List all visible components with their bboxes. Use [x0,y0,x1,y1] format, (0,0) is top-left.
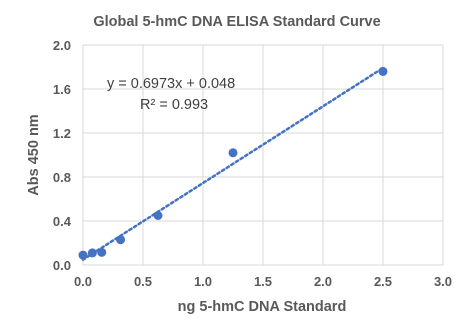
data-point [153,211,163,220]
x-tick-label: 2.5 [374,274,392,289]
r-squared-label: R² = 0.993 [140,97,208,113]
y-tick-label: 0.8 [53,170,71,185]
x-tick-label: 3.0 [434,274,452,289]
y-tick-label: 0.0 [53,258,71,273]
x-tick-label: 1.5 [254,274,272,289]
gridlines [82,44,444,266]
y-tick-label: 0.4 [53,214,72,229]
x-tick-label: 2.0 [314,274,332,289]
data-point [228,148,238,158]
tick-labels: 0.0 0.4 0.8 1.2 1.6 2.0 0.0 0.5 1.0 1.5 2.0 2.5 3.0 [53,38,452,289]
data-points [78,66,388,260]
x-tick-label: 1.0 [194,274,212,289]
trendline-equation: y = 0.6973x + 0.048 [107,76,235,92]
x-tick-label: 0.5 [134,274,152,289]
trendline-layer [81,66,385,261]
x-tick-label: 0.0 [74,274,92,289]
y-tick-label: 1.6 [53,82,71,97]
chart-title: Global 5-hmC DNA ELISA Standard Curve [93,14,380,30]
data-point [87,248,97,258]
x-axis-title: ng 5-hmC DNA Standard [178,299,347,315]
data-point [78,250,88,260]
y-tick-label: 1.2 [53,126,71,141]
data-point [378,66,388,76]
trendline [81,66,385,261]
y-axis-title: Abs 450 nm [26,114,42,195]
data-point [116,235,126,245]
data-point [97,247,107,257]
y-tick-label: 2.0 [53,38,71,53]
